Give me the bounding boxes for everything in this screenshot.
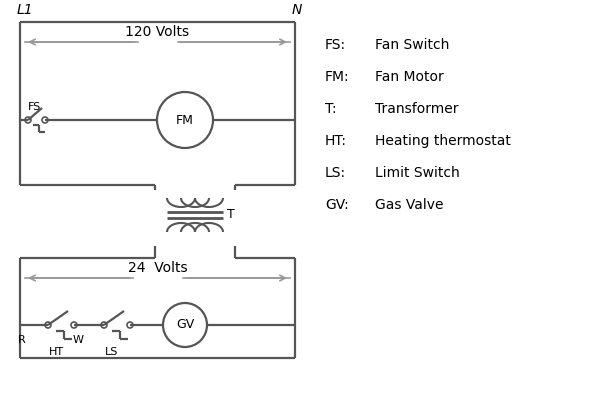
Text: FM: FM [176,114,194,126]
Text: GV: GV [176,318,194,332]
Text: GV:: GV: [325,198,349,212]
Text: Fan Switch: Fan Switch [375,38,450,52]
Text: HT:: HT: [325,134,347,148]
Text: L1: L1 [17,3,34,17]
Text: LS:: LS: [325,166,346,180]
Text: T:: T: [325,102,337,116]
Text: W: W [73,335,84,345]
Text: Gas Valve: Gas Valve [375,198,444,212]
Text: HT: HT [48,347,64,357]
Text: FS: FS [28,102,41,112]
Text: Fan Motor: Fan Motor [375,70,444,84]
Text: Transformer: Transformer [375,102,458,116]
Text: T: T [227,208,235,222]
Text: N: N [292,3,302,17]
Text: 120 Volts: 120 Volts [126,25,189,39]
Text: Limit Switch: Limit Switch [375,166,460,180]
Text: FS:: FS: [325,38,346,52]
Text: FM:: FM: [325,70,350,84]
Text: 24  Volts: 24 Volts [127,261,187,275]
Text: R: R [18,335,26,345]
Text: LS: LS [105,347,119,357]
Text: Heating thermostat: Heating thermostat [375,134,511,148]
